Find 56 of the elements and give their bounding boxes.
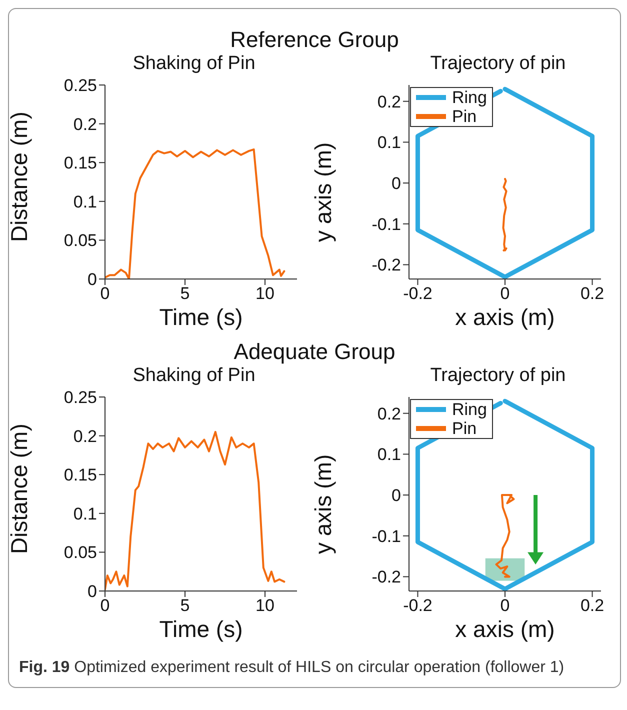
y-tick-label: 0.2: [73, 114, 97, 134]
y-tick-label: 0.1: [73, 504, 97, 524]
legend-label: Pin: [452, 107, 477, 126]
y-axis-title: Distance (m): [6, 112, 32, 242]
legend-label: Pin: [452, 419, 477, 438]
x-tick-label: 5: [180, 284, 190, 304]
line-series: [502, 178, 508, 252]
y-tick-label: 0.2: [377, 404, 401, 424]
y-tick-label: 0.1: [377, 445, 401, 464]
x-tick-label: 0: [500, 596, 510, 616]
chart-title: Shaking of Pin: [132, 365, 256, 388]
y-tick-label: 0: [392, 174, 401, 194]
line-series: [415, 86, 595, 279]
x-tick-label: 0.2: [580, 284, 604, 304]
y-tick-label: 0: [392, 486, 401, 506]
y-tick-label: 0.1: [377, 133, 401, 152]
x-axis-title: Time (s): [159, 304, 243, 330]
text: Reference Group: [229, 27, 400, 53]
chart-title: Trajectory of pin: [429, 53, 567, 76]
y-tick-label: -0.1: [372, 526, 401, 546]
line-series: [105, 430, 286, 590]
x-axis-title: x axis (m): [455, 304, 555, 330]
legend-label: Ring: [452, 88, 487, 107]
chart-title: Trajectory of pin: [429, 365, 567, 388]
y-tick-label: 0.2: [377, 92, 401, 112]
y-tick-label: 0.25: [64, 388, 97, 408]
x-tick-label: 10: [256, 284, 274, 304]
chart-title: Shaking of Pin: [132, 53, 256, 76]
y-axis-title: y axis (m): [310, 454, 336, 554]
y-tick-label: 0: [88, 582, 97, 602]
y-tick-label: -0.2: [372, 568, 401, 587]
y-axis-title: y axis (m): [310, 142, 336, 242]
x-tick-label: 0: [500, 284, 510, 304]
y-tick-label: -0.1: [372, 214, 401, 234]
legend-label: Ring: [452, 400, 487, 419]
y-tick-label: 0.1: [73, 192, 97, 212]
y-tick-label: 0: [88, 270, 97, 290]
caption: Fig. 19 Optimized experiment result of HILS on circular operation (follower 1): [18, 658, 566, 678]
x-axis-title: Time (s): [159, 616, 243, 642]
y-tick-label: 0.05: [64, 231, 97, 250]
x-tick-label: 0: [100, 596, 110, 616]
y-tick-label: 0.2: [73, 426, 97, 446]
y-axis-title: Distance (m): [6, 424, 32, 554]
y-tick-label: 0.15: [64, 466, 97, 485]
x-tick-label: 0: [100, 284, 110, 304]
x-tick-label: 0.2: [580, 596, 604, 616]
y-tick-label: -0.2: [372, 256, 401, 275]
text: Adequate Group: [232, 339, 396, 365]
x-tick-label: 10: [256, 596, 274, 616]
y-tick-label: 0.15: [64, 154, 97, 173]
line-series: [105, 148, 286, 279]
y-tick-label: 0.25: [64, 76, 97, 96]
y-tick-label: 0.05: [64, 543, 97, 562]
x-axis-title: x axis (m): [455, 616, 555, 642]
x-tick-label: 5: [180, 596, 190, 616]
line-series: [415, 398, 595, 591]
